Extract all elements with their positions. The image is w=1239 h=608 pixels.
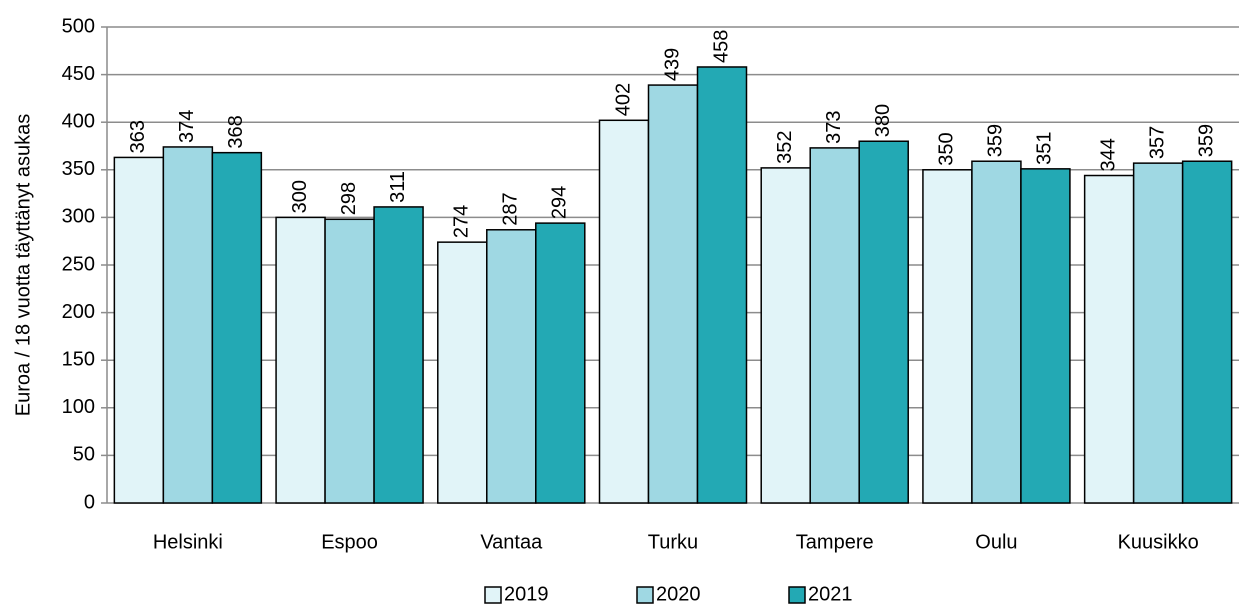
bar — [535, 222, 586, 504]
y-tick-label: 500 — [62, 15, 95, 37]
data-label: 439 — [661, 48, 683, 81]
data-label: 458 — [710, 30, 732, 63]
data-label: 380 — [872, 104, 894, 137]
data-label: 311 — [387, 171, 409, 203]
data-label: 274 — [451, 205, 473, 238]
legend-label: 2020 — [656, 583, 701, 605]
x-tick-label: Kuusikko — [1118, 531, 1199, 553]
bar — [1083, 174, 1135, 504]
data-label: 344 — [1097, 138, 1119, 171]
y-tick-label: 300 — [62, 206, 95, 228]
data-label: 374 — [176, 110, 198, 143]
y-tick-label: 0 — [84, 491, 95, 513]
legend-label: 2021 — [808, 583, 853, 605]
bar — [437, 241, 488, 504]
y-tick-label: 350 — [62, 158, 95, 180]
legend-label: 2019 — [504, 583, 549, 605]
bar — [760, 167, 811, 504]
legend-swatch — [788, 586, 806, 604]
data-label: 402 — [612, 83, 634, 116]
data-label: 352 — [774, 131, 796, 164]
x-tick-label: Espoo — [321, 531, 378, 553]
x-tick-label: Oulu — [975, 531, 1017, 553]
bar — [113, 156, 165, 504]
data-label: 357 — [1146, 126, 1168, 159]
data-label: 373 — [823, 111, 845, 144]
data-label: 350 — [936, 132, 958, 165]
bar — [1020, 168, 1071, 504]
bar — [275, 216, 326, 504]
data-label: 298 — [338, 182, 360, 215]
data-label: 359 — [1195, 124, 1217, 157]
y-tick-label: 200 — [62, 301, 95, 323]
y-tick-label: 400 — [62, 110, 95, 132]
bar — [324, 218, 375, 504]
x-tick-label: Helsinki — [153, 531, 223, 553]
bar — [809, 147, 860, 504]
bar — [696, 66, 748, 504]
data-label: 351 — [1034, 131, 1056, 164]
data-label: 300 — [289, 180, 311, 213]
bar — [211, 151, 263, 504]
y-tick-label: 250 — [62, 253, 95, 275]
bar — [162, 146, 214, 504]
bar — [647, 84, 699, 504]
y-tick-label: 50 — [73, 444, 95, 466]
data-label: 294 — [549, 186, 571, 219]
bar — [598, 119, 650, 504]
data-label: 363 — [127, 120, 149, 153]
bar — [373, 206, 424, 504]
data-label: 287 — [500, 192, 522, 225]
x-tick-label: Turku — [648, 531, 698, 553]
y-tick-label: 450 — [62, 63, 95, 85]
bar — [1181, 160, 1233, 504]
bar — [922, 169, 973, 504]
y-tick-label: 150 — [62, 348, 95, 370]
data-label: 359 — [985, 124, 1007, 157]
bar — [486, 229, 537, 504]
y-axis-label: Euroa / 18 vuotta täyttänyt asukas — [12, 114, 34, 416]
legend-swatch — [484, 586, 502, 604]
bar — [971, 160, 1022, 504]
bar — [858, 140, 909, 504]
legend-swatch — [636, 586, 654, 604]
x-tick-label: Tampere — [796, 531, 874, 553]
data-label: 368 — [225, 115, 247, 148]
x-tick-label: Vantaa — [480, 531, 543, 553]
y-tick-label: 100 — [62, 396, 95, 418]
bar — [1132, 162, 1184, 504]
